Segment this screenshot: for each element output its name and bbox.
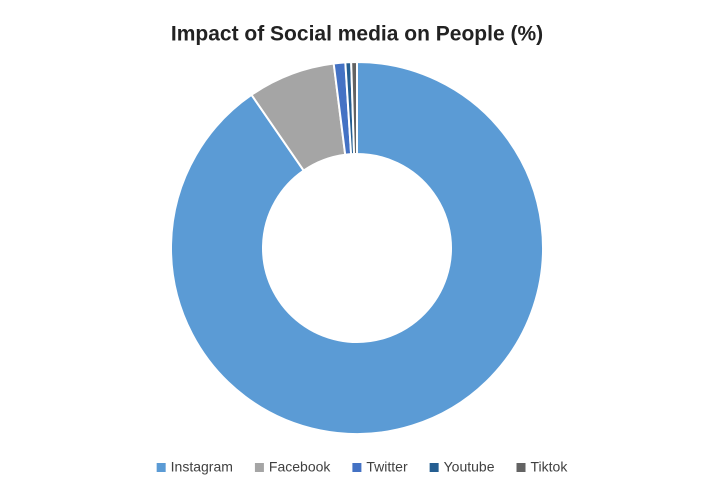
legend-label: Twitter: [366, 459, 408, 475]
donut-slice: [170, 60, 544, 435]
legend-label: Youtube: [444, 459, 495, 475]
legend-label: Tiktok: [531, 459, 569, 475]
donut-slice: [350, 60, 358, 156]
legend: Instagram Facebook Twitter Youtube Tiktok: [156, 459, 569, 475]
legend-swatch: [156, 463, 166, 472]
chart-title: Impact of Social media on People (%): [171, 23, 543, 46]
legend-label: Instagram: [171, 459, 233, 475]
legend-swatch: [254, 463, 264, 472]
legend-swatch: [352, 463, 362, 472]
legend-label: Facebook: [269, 459, 331, 475]
legend-swatch: [429, 463, 439, 472]
legend-swatch: [516, 463, 526, 472]
